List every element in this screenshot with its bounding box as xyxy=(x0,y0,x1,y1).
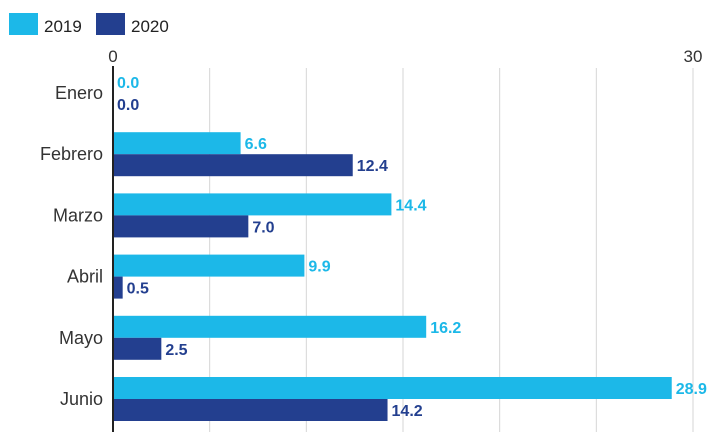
data-label-2020-abril: 0.5 xyxy=(127,281,149,298)
legend-swatch-2020 xyxy=(96,13,125,35)
data-label-2019-enero: 0.0 xyxy=(117,75,139,92)
category-label-junio: Junio xyxy=(60,389,103,409)
category-labels: Enero Febrero Marzo Abril Mayo Junio xyxy=(40,83,103,409)
bars: 0.0 0.0 6.6 12.4 14.4 7.0 9.9 0.5 16.2 2.5 28.9 14.… xyxy=(113,75,707,421)
bar-2020-abril xyxy=(113,276,123,299)
category-label-mayo: Mayo xyxy=(59,328,103,348)
legend-label-2019: 2019 xyxy=(44,17,82,36)
category-label-enero: Enero xyxy=(55,83,103,103)
bar-2020-mayo xyxy=(113,337,162,360)
category-label-marzo: Marzo xyxy=(53,205,103,225)
bar-2019-febrero xyxy=(113,132,241,155)
x-tick-label-max: 30 xyxy=(684,47,703,66)
bar-2020-junio xyxy=(113,399,388,421)
data-label-2020-marzo: 7.0 xyxy=(252,219,274,236)
bar-2019-abril xyxy=(113,254,305,277)
gridlines xyxy=(209,68,694,432)
data-label-2020-junio: 14.2 xyxy=(392,403,423,420)
data-label-2019-febrero: 6.6 xyxy=(245,136,267,153)
legend-label-2020: 2020 xyxy=(131,17,169,36)
x-axis-ticks: 0 30 xyxy=(108,47,702,66)
bar-2019-junio xyxy=(113,377,672,399)
bar-2020-marzo xyxy=(113,215,249,238)
data-label-2020-mayo: 2.5 xyxy=(165,342,187,359)
data-label-2020-febrero: 12.4 xyxy=(357,158,388,175)
legend-swatch-2019 xyxy=(9,13,38,35)
bar-2019-mayo xyxy=(113,315,427,338)
x-tick-label-min: 0 xyxy=(108,47,117,66)
data-label-2019-junio: 28.9 xyxy=(676,381,707,398)
data-label-2019-abril: 9.9 xyxy=(308,259,330,276)
bar-2020-febrero xyxy=(113,154,353,177)
data-label-2020-enero: 0.0 xyxy=(117,97,139,114)
bar-2019-marzo xyxy=(113,193,392,216)
data-label-2019-marzo: 14.4 xyxy=(395,197,426,214)
legend: 2019 2020 xyxy=(9,13,169,36)
category-label-febrero: Febrero xyxy=(40,144,103,164)
data-label-2019-mayo: 16.2 xyxy=(430,320,461,337)
category-label-abril: Abril xyxy=(67,267,103,287)
